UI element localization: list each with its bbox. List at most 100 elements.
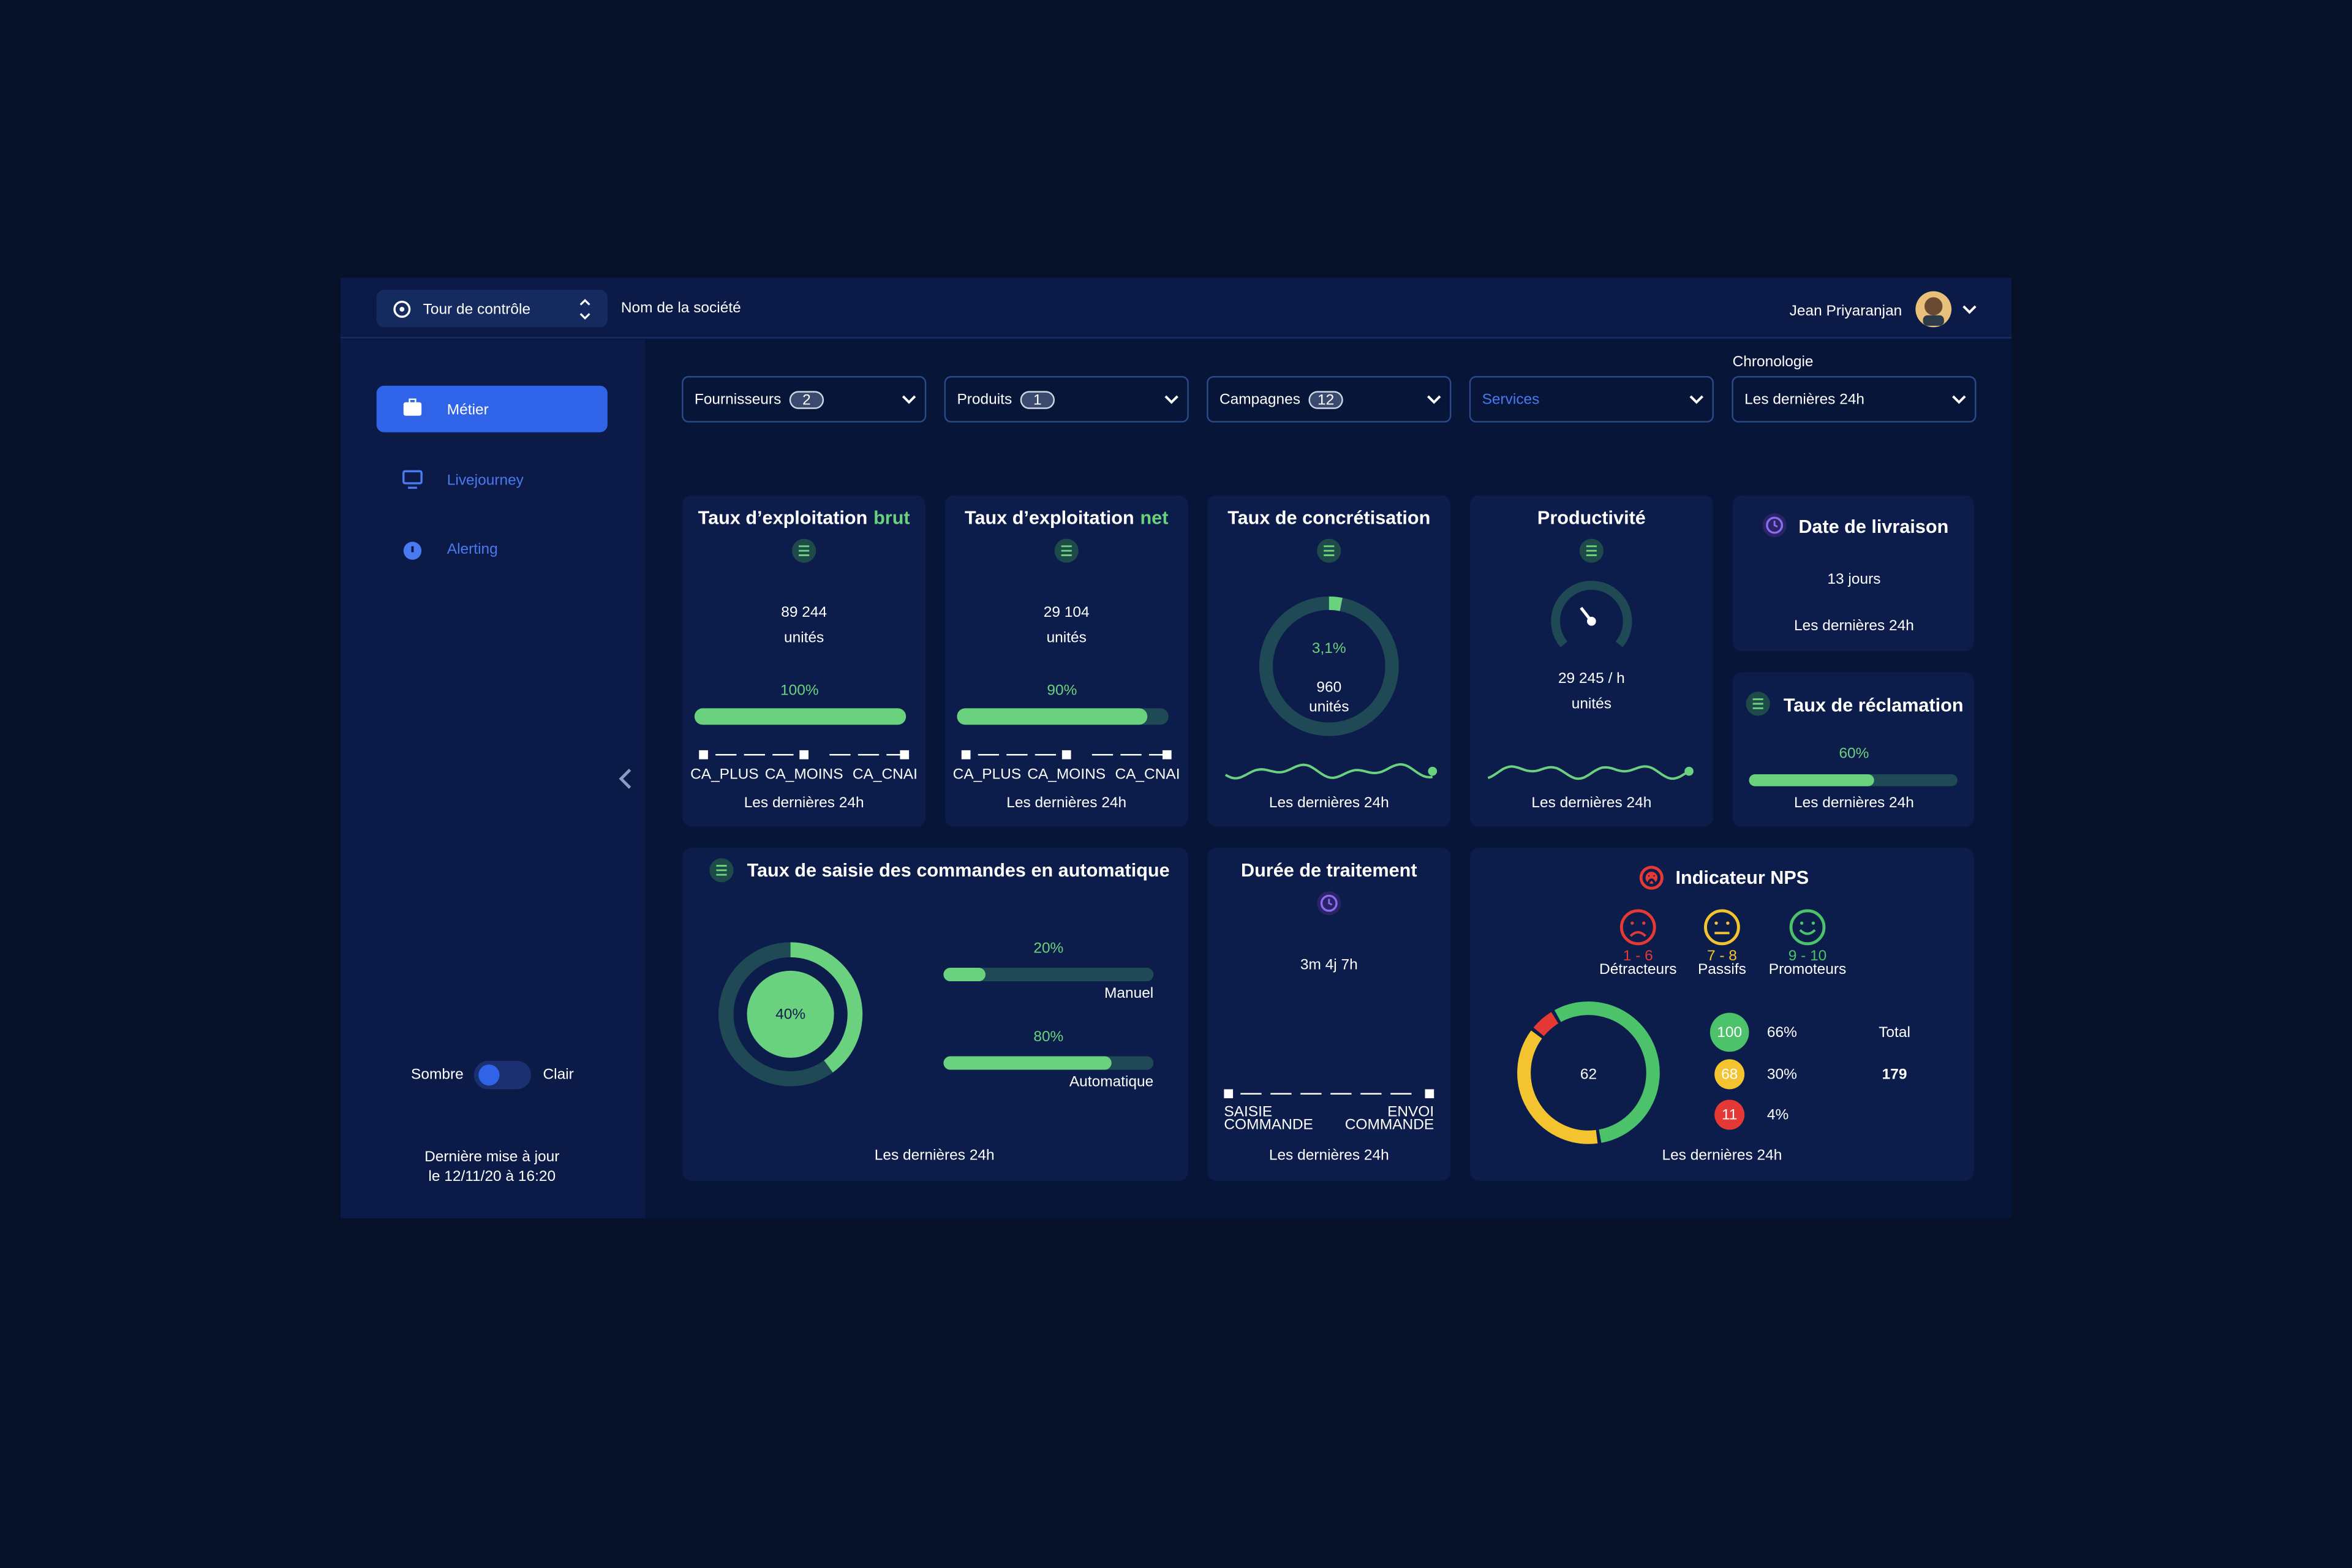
face-eye: [1642, 921, 1646, 925]
step-marker: [900, 750, 910, 760]
theme-dark-label: Sombre: [411, 1066, 464, 1082]
progress-fill: [957, 708, 1148, 725]
ring-center: [747, 970, 834, 1058]
filter-count-pill: [789, 391, 824, 409]
face-eye: [1726, 921, 1730, 925]
menu-active[interactable]: [376, 385, 608, 432]
filter-caption: Chronologie: [1733, 353, 1814, 370]
sparkline: [1487, 765, 1690, 780]
card-title: Durée de traitement: [1241, 860, 1417, 881]
card-footer: Les dernières 24h: [1006, 794, 1126, 811]
avatar-body: [1923, 315, 1944, 326]
step-label: COMMANDE: [1224, 1116, 1313, 1133]
sparkline: [1224, 763, 1433, 780]
step-label: CA_MOINS: [1027, 766, 1106, 783]
card-footer: Les dernières 24h: [1662, 1147, 1782, 1164]
progress-label: 60%: [1839, 745, 1869, 761]
face-eye: [1630, 921, 1634, 925]
filter-dropdown[interactable]: [1469, 375, 1714, 423]
ring-label: 40%: [775, 1006, 805, 1022]
step-label: SAISIE: [1224, 1104, 1272, 1120]
user-menu-chevron[interactable]: [1962, 305, 1977, 314]
card-title: Indicateur NPS: [1676, 867, 1809, 888]
company-name: Nom de la société: [621, 300, 741, 316]
nps-segment: [1517, 1030, 1598, 1144]
last-update: Dernière mise à jour: [424, 1148, 559, 1165]
kpi-value: 29 104: [1044, 604, 1090, 620]
nps-count-badge: [1709, 1012, 1749, 1052]
card: [1207, 848, 1451, 1181]
theme-toggle-knob: [478, 1064, 500, 1086]
card-footer: Les dernières 24h: [1794, 794, 1914, 811]
progress-fill: [943, 968, 986, 982]
card-title-accent: net: [1140, 507, 1168, 528]
kpi-unit: unités: [1309, 698, 1349, 715]
filter-count: 12: [1317, 392, 1334, 409]
step-marker: [1162, 750, 1172, 760]
bar-name: Automatique: [1069, 1074, 1153, 1090]
step-label: COMMANDE: [1345, 1116, 1434, 1133]
avatar-head: [1924, 297, 1943, 315]
step-marker: [1425, 1089, 1434, 1099]
step-marker: [1061, 750, 1071, 760]
workspace-selector[interactable]: [376, 290, 608, 328]
card-title: Taux de concrétisation: [1227, 507, 1430, 528]
filter-label: Services: [1482, 391, 1540, 407]
nps-count: 68: [1721, 1066, 1738, 1082]
nps-total-label: Total: [1879, 1024, 1910, 1041]
face-eye: [1653, 875, 1655, 877]
clock-face: [1766, 516, 1784, 534]
card-title: Taux de saisie des commandes en automati…: [747, 860, 1170, 881]
card-title-text: Taux d’exploitation: [698, 507, 868, 528]
filter-chevron: [1164, 395, 1178, 404]
gauge-icon: [1551, 581, 1632, 647]
card-title: Date de livraison: [1798, 516, 1948, 537]
step-label: CA_MOINS: [765, 766, 843, 783]
filter-count-pill: [1308, 391, 1343, 409]
menu-item: Alerting: [447, 541, 498, 557]
clock-hands: [1328, 899, 1333, 906]
sparkline-end: [1428, 766, 1438, 776]
step-label: CA_CNAI: [853, 766, 918, 783]
progress-label: 90%: [1047, 682, 1077, 698]
progress-fill: [694, 708, 907, 725]
step-label: ENVOI: [1387, 1104, 1434, 1120]
card-title: Taux d’exploitation net: [965, 507, 1168, 528]
step-label: CA_CNAI: [1115, 766, 1180, 783]
menu-icon: [402, 470, 423, 484]
card-footer: Les dernières 24h: [1269, 794, 1389, 811]
card: [1207, 495, 1451, 827]
nps-range: 1 - 6: [1623, 948, 1653, 964]
nps-count: 100: [1717, 1024, 1742, 1041]
kpi-unit: unités: [1572, 695, 1611, 712]
theme-light-label: Clair: [543, 1066, 574, 1082]
filter-chevron: [1689, 395, 1703, 404]
filter-label: Produits: [957, 391, 1012, 407]
topbar: [340, 277, 2012, 338]
step-marker: [961, 750, 971, 760]
filter-chevron: [1427, 395, 1441, 404]
face-eye: [1648, 875, 1650, 877]
workspace-icon: [393, 300, 411, 318]
collapse-sidebar[interactable]: [619, 769, 631, 789]
filter-dropdown[interactable]: [1732, 375, 1977, 423]
ring-value: [1329, 596, 1343, 611]
clock-face: [1320, 894, 1338, 912]
card: [682, 495, 926, 827]
card-title: Taux d’exploitation brut: [698, 507, 910, 528]
step-marker: [799, 750, 809, 760]
nps-score: 62: [1580, 1066, 1597, 1082]
nps-range: 9 - 10: [1789, 948, 1827, 964]
face-mouth: [1799, 929, 1816, 935]
face-eye: [1800, 921, 1804, 925]
filter-count: 2: [802, 392, 811, 409]
nps-share: 30%: [1767, 1066, 1797, 1082]
filter-dropdown[interactable]: [944, 375, 1189, 423]
card: [944, 495, 1188, 827]
face-eye: [1714, 921, 1718, 925]
bar-label: 80%: [1033, 1028, 1063, 1045]
menu-icon-handle: [409, 398, 417, 405]
nps-share: 66%: [1767, 1024, 1797, 1041]
bar-label: 20%: [1033, 940, 1063, 957]
